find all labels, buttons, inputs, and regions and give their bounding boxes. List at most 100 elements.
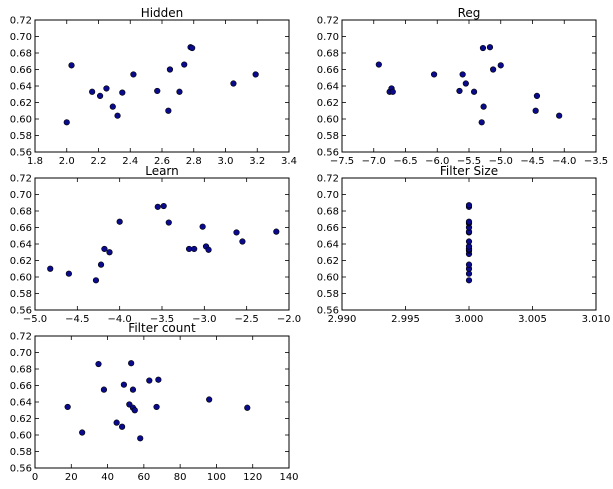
x-tick-label: −4.5 [520,156,544,167]
scatter-point [101,245,108,253]
scatter-point [146,377,153,384]
y-tick-label: 0.58 [317,289,339,300]
y-tick-label: 0.64 [317,240,339,251]
scatter-point [130,71,137,78]
panel-reg: Reg −7.5 −7.0 −6.5 −6.0 −5.5 −5.0 −4.5 −4.0 −3.5… [317,6,608,167]
x-tick-label: −4.5 [65,314,89,325]
scatter-point [273,228,280,235]
scatter-point [154,87,161,95]
scatter-point [239,238,246,245]
scatter-point [533,92,541,99]
scatter-point [92,277,100,284]
scatter-point [47,265,54,272]
scatter-point [65,270,72,277]
scatter-point [189,44,196,52]
x-tick-label: −4.0 [552,156,576,167]
x-tick-label: −2.0 [277,314,301,325]
scatter-point [252,71,259,78]
scatter-point [96,92,104,99]
scatter-point [129,386,137,393]
y-tick-label: 0.56 [10,464,32,475]
x-tick-label: −7.0 [362,156,386,167]
scatter-point [486,44,494,51]
panel-title: Filter Size [440,164,498,178]
y-tick-label: 0.68 [10,365,32,376]
y-tick-label: 0.68 [10,49,32,60]
scatter-point [465,202,473,209]
scatter-point [206,396,213,403]
y-tick-label: 0.62 [10,414,32,425]
x-tick-label: −6.0 [425,156,449,167]
y-tick-label: 0.66 [317,65,339,76]
y-tick-label: 0.58 [10,447,32,458]
scatter-point [389,88,396,95]
y-tick-label: 0.60 [10,431,32,442]
x-tick-label: −7.5 [330,156,354,167]
x-tick-label: 2.990 [328,314,357,325]
panel-title: Hidden [141,6,184,20]
scatter-point [103,85,110,92]
y-tick-label: 0.72 [317,174,339,185]
scatter-point [465,261,473,268]
y-tick-label: 0.58 [317,131,339,142]
scatter-point [113,419,120,426]
scatter-point [230,80,237,87]
scatter-point [244,404,251,411]
x-tick-label: −2.5 [235,314,259,325]
scatter-point [106,249,113,256]
scatter-point [119,89,126,96]
y-tick-label: 0.70 [317,32,339,43]
x-tick-label: −4.0 [108,314,132,325]
scatter-point [199,223,206,230]
scatter-point [478,119,485,126]
y-tick-label: 0.66 [10,65,32,76]
panel-title: Filter count [128,321,196,335]
x-tick-label: 2.995 [391,314,420,325]
scatter-point [375,61,382,68]
scatter-point [128,360,135,367]
scatter-point [185,245,193,253]
y-tick-label: 0.72 [10,16,32,27]
x-tick-label: 2.4 [122,156,138,167]
scatter-point [109,103,116,110]
y-tick-label: 0.58 [10,289,32,300]
scatter-point [479,44,487,52]
y-tick-label: 0.66 [317,223,339,234]
scatter-point [465,238,473,245]
scatter-point [465,277,473,284]
y-tick-label: 0.62 [317,98,339,109]
scatter-point [100,386,108,393]
scatter-point [120,381,127,388]
scatter-point [165,107,172,114]
panel-filter-count: Filter count 0 20 40 60 80 100 120 140 0.56 0.58 0… [10,321,299,483]
scatter-point [181,61,188,68]
scatter-point [89,88,96,95]
y-tick-label: 0.70 [10,348,32,359]
y-tick-label: 0.62 [317,256,339,267]
y-tick-label: 0.72 [10,174,32,185]
scatter-point [465,218,473,225]
y-tick-label: 0.56 [10,148,32,159]
scatter-point [556,112,563,119]
panel-learn: Learn −5.0 −4.5 −4.0 −3.5 −3.0 −2.5 −2.0 0.56 0.… [10,164,301,325]
scatter-point [497,62,504,69]
y-tick-label: 0.72 [10,332,32,343]
y-tick-label: 0.60 [10,273,32,284]
y-tick-label: 0.64 [10,398,32,409]
y-tick-label: 0.60 [317,273,339,284]
y-tick-label: 0.68 [317,207,339,218]
scatter-point [153,403,160,411]
x-tick-label: 2.6 [154,156,170,167]
panel-title: Learn [145,164,179,178]
y-tick-label: 0.68 [10,207,32,218]
x-tick-label: 2.8 [186,156,202,167]
x-tick-label: −5.5 [457,156,481,167]
scatter-point [462,80,469,87]
scatter-point [160,202,167,210]
x-tick-label: 3.005 [518,314,547,325]
y-tick-label: 0.56 [10,306,32,317]
x-tick-label: 3.000 [455,314,484,325]
y-tick-label: 0.62 [10,98,32,109]
scatter-point [64,403,71,411]
y-tick-label: 0.60 [10,115,32,126]
